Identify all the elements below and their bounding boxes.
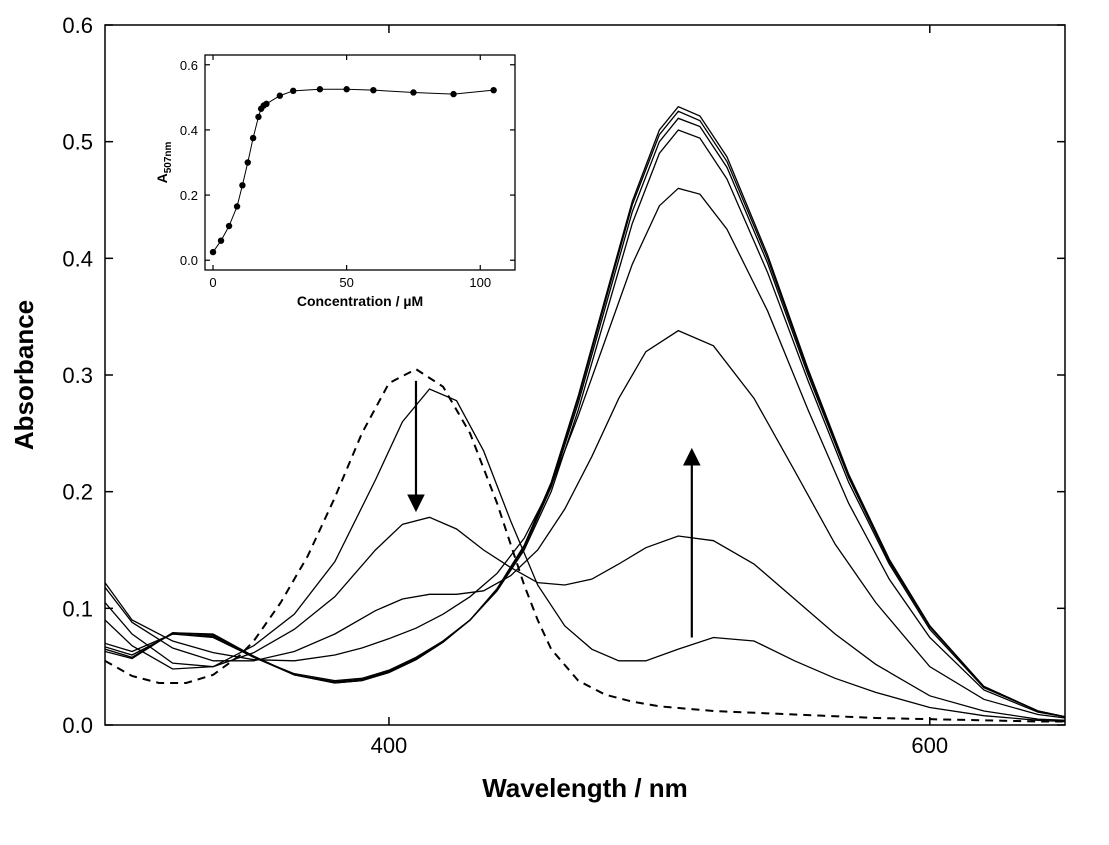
inset-plot-frame xyxy=(205,55,515,270)
main-ylabel: Absorbance xyxy=(9,300,39,450)
inset-data-point xyxy=(250,135,256,141)
absorbance-spectra-chart: 0.0 0.1 0.2 0.3 0.4 0.5 0.6 400 600 Wavelength / … xyxy=(0,0,1109,845)
inset-xtick-label: 50 xyxy=(339,275,353,290)
inset-data-point xyxy=(226,223,232,229)
inset-data-point xyxy=(490,87,496,93)
main-ytick-label: 0.5 xyxy=(62,130,93,155)
reference-spectrum-dashed xyxy=(105,369,1065,721)
inset-data-point xyxy=(290,88,296,94)
inset-data-point xyxy=(343,86,349,92)
main-ytick-label: 0.0 xyxy=(62,713,93,738)
main-xtick-label: 400 xyxy=(371,733,408,758)
inset-data-point xyxy=(317,86,323,92)
inset-xtick-label: 100 xyxy=(469,275,491,290)
inset-data-point xyxy=(370,87,376,93)
main-xlabel: Wavelength / nm xyxy=(482,773,688,803)
inset-ytick-label: 0.6 xyxy=(180,58,198,73)
main-ytick-label: 0.1 xyxy=(62,596,93,621)
inset-data-point xyxy=(239,182,245,188)
inset-xlabel: Concentration / µM xyxy=(297,293,423,309)
inset-data-point xyxy=(245,159,251,165)
main-xtick-label: 600 xyxy=(911,733,948,758)
inset-data-point xyxy=(263,101,269,107)
inset-ylabel: A507nm xyxy=(154,141,174,183)
inset-ytick-label: 0.4 xyxy=(180,123,198,138)
inset-ytick-label: 0.2 xyxy=(180,188,198,203)
main-ytick-label: 0.6 xyxy=(62,13,93,38)
inset-data-point xyxy=(255,114,261,120)
inset-data-point xyxy=(210,249,216,255)
main-ytick-label: 0.2 xyxy=(62,480,93,505)
inset-data-point xyxy=(277,93,283,99)
main-ytick-label: 0.3 xyxy=(62,363,93,388)
inset-ytick-label: 0.0 xyxy=(180,253,198,268)
spectrum-series-0 xyxy=(105,389,1065,722)
main-ytick-label: 0.4 xyxy=(62,246,93,271)
inset-data-point xyxy=(218,237,224,243)
inset-data-point xyxy=(450,91,456,97)
spectrum-series-1 xyxy=(105,517,1065,720)
inset-data-point xyxy=(410,89,416,95)
inset-xtick-label: 0 xyxy=(209,275,216,290)
inset-data-point xyxy=(234,203,240,209)
